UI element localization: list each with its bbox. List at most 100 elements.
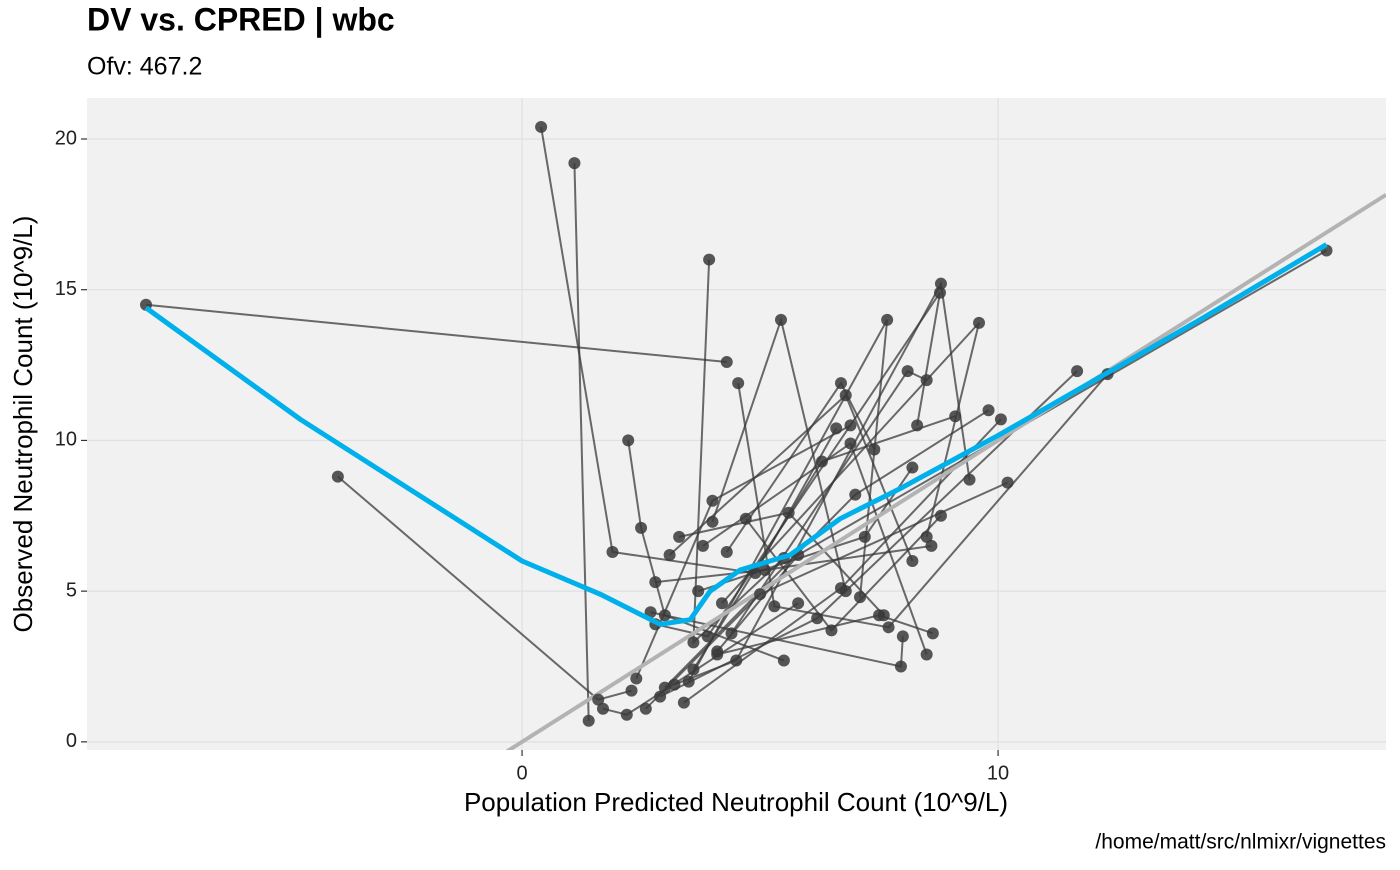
data-point <box>920 530 933 543</box>
subject-line <box>540 126 838 575</box>
data-point <box>701 630 714 643</box>
data-point <box>596 702 609 715</box>
x-tick-label: 0 <box>517 762 528 784</box>
data-point <box>725 627 738 640</box>
y-tick-label: 10 <box>55 429 77 451</box>
data-point <box>844 419 857 432</box>
x-axis-label: Population Predicted Neutrophil Count (1… <box>464 787 1008 817</box>
data-point <box>775 313 788 326</box>
data-point <box>639 702 652 715</box>
data-point <box>711 648 724 661</box>
data-point <box>792 597 805 610</box>
subject-line <box>737 373 1109 629</box>
data-point <box>592 693 605 706</box>
data-point <box>896 630 909 643</box>
data-point <box>839 389 852 402</box>
identity-line <box>505 193 1386 750</box>
data-point <box>777 654 790 667</box>
data-point <box>654 690 667 703</box>
data-point <box>1071 365 1084 378</box>
data-point <box>687 636 700 649</box>
data-point <box>658 609 671 622</box>
data-point <box>894 660 907 673</box>
data-point <box>696 539 709 552</box>
data-point <box>692 585 705 598</box>
data-point <box>663 548 676 561</box>
data-point <box>582 714 595 727</box>
data-point <box>568 157 581 170</box>
data-point <box>754 588 767 601</box>
data-point <box>706 515 719 528</box>
data-point <box>706 494 719 507</box>
data-point <box>858 530 871 543</box>
data-point <box>758 564 771 577</box>
data-point <box>926 627 939 640</box>
data-point <box>868 443 881 456</box>
data-point <box>963 473 976 486</box>
data-point <box>994 413 1007 426</box>
data-point <box>934 277 947 290</box>
data-point <box>720 545 733 558</box>
data-point <box>881 313 894 326</box>
data-point <box>535 120 548 133</box>
data-point <box>934 509 947 522</box>
data-point <box>830 422 843 435</box>
data-point <box>658 681 671 694</box>
data-point <box>834 582 847 595</box>
smooth-line <box>144 242 1328 627</box>
data-point <box>687 663 700 676</box>
data-point <box>739 512 752 525</box>
data-point <box>630 672 643 685</box>
data-point <box>933 286 946 299</box>
data-point <box>677 696 690 709</box>
data-point <box>834 377 847 390</box>
data-point <box>844 437 857 450</box>
subject-line <box>627 440 785 662</box>
data-point <box>730 654 743 667</box>
data-point <box>911 419 924 432</box>
chart-title: DV vs. CPRED | wbc <box>87 1 395 37</box>
data-point <box>877 609 890 622</box>
data-point <box>749 567 762 580</box>
data-point <box>720 356 733 369</box>
y-tick-label: 20 <box>55 127 77 149</box>
data-point <box>906 461 919 474</box>
data-point <box>815 455 828 468</box>
data-point <box>673 530 686 543</box>
data-point <box>732 377 745 390</box>
subject-line <box>145 303 727 364</box>
data-point <box>782 506 795 519</box>
data-point <box>635 521 648 534</box>
grid <box>87 98 1386 750</box>
y-tick-label: 15 <box>55 278 77 300</box>
subject-line <box>573 163 590 721</box>
data-point <box>606 545 619 558</box>
axes: 0 5 10 15 20 0 10 <box>55 127 1009 784</box>
y-tick-label: 0 <box>66 730 77 752</box>
panel <box>87 98 1386 750</box>
data-point <box>906 555 919 568</box>
data-point <box>715 597 728 610</box>
data-point <box>925 539 938 552</box>
chart-subtitle: Ofv: 467.2 <box>87 53 202 81</box>
data-point <box>668 678 681 691</box>
plot-area <box>140 120 1386 750</box>
data-point <box>882 621 895 634</box>
data-point <box>973 316 986 329</box>
y-axis-label: Observed Neutrophil Count (10^9/L) <box>8 216 38 633</box>
data-point <box>901 365 914 378</box>
data-point <box>622 434 635 447</box>
data-point <box>982 404 995 417</box>
x-tick-label: 10 <box>987 762 1009 784</box>
data-point <box>768 600 781 613</box>
data-point <box>920 374 933 387</box>
data-point <box>849 488 862 501</box>
y-tick-label: 5 <box>66 579 77 601</box>
data-point <box>825 624 838 637</box>
data-point <box>1001 476 1014 489</box>
data-point <box>331 470 344 483</box>
data-point <box>703 253 716 266</box>
data-point <box>649 576 662 589</box>
